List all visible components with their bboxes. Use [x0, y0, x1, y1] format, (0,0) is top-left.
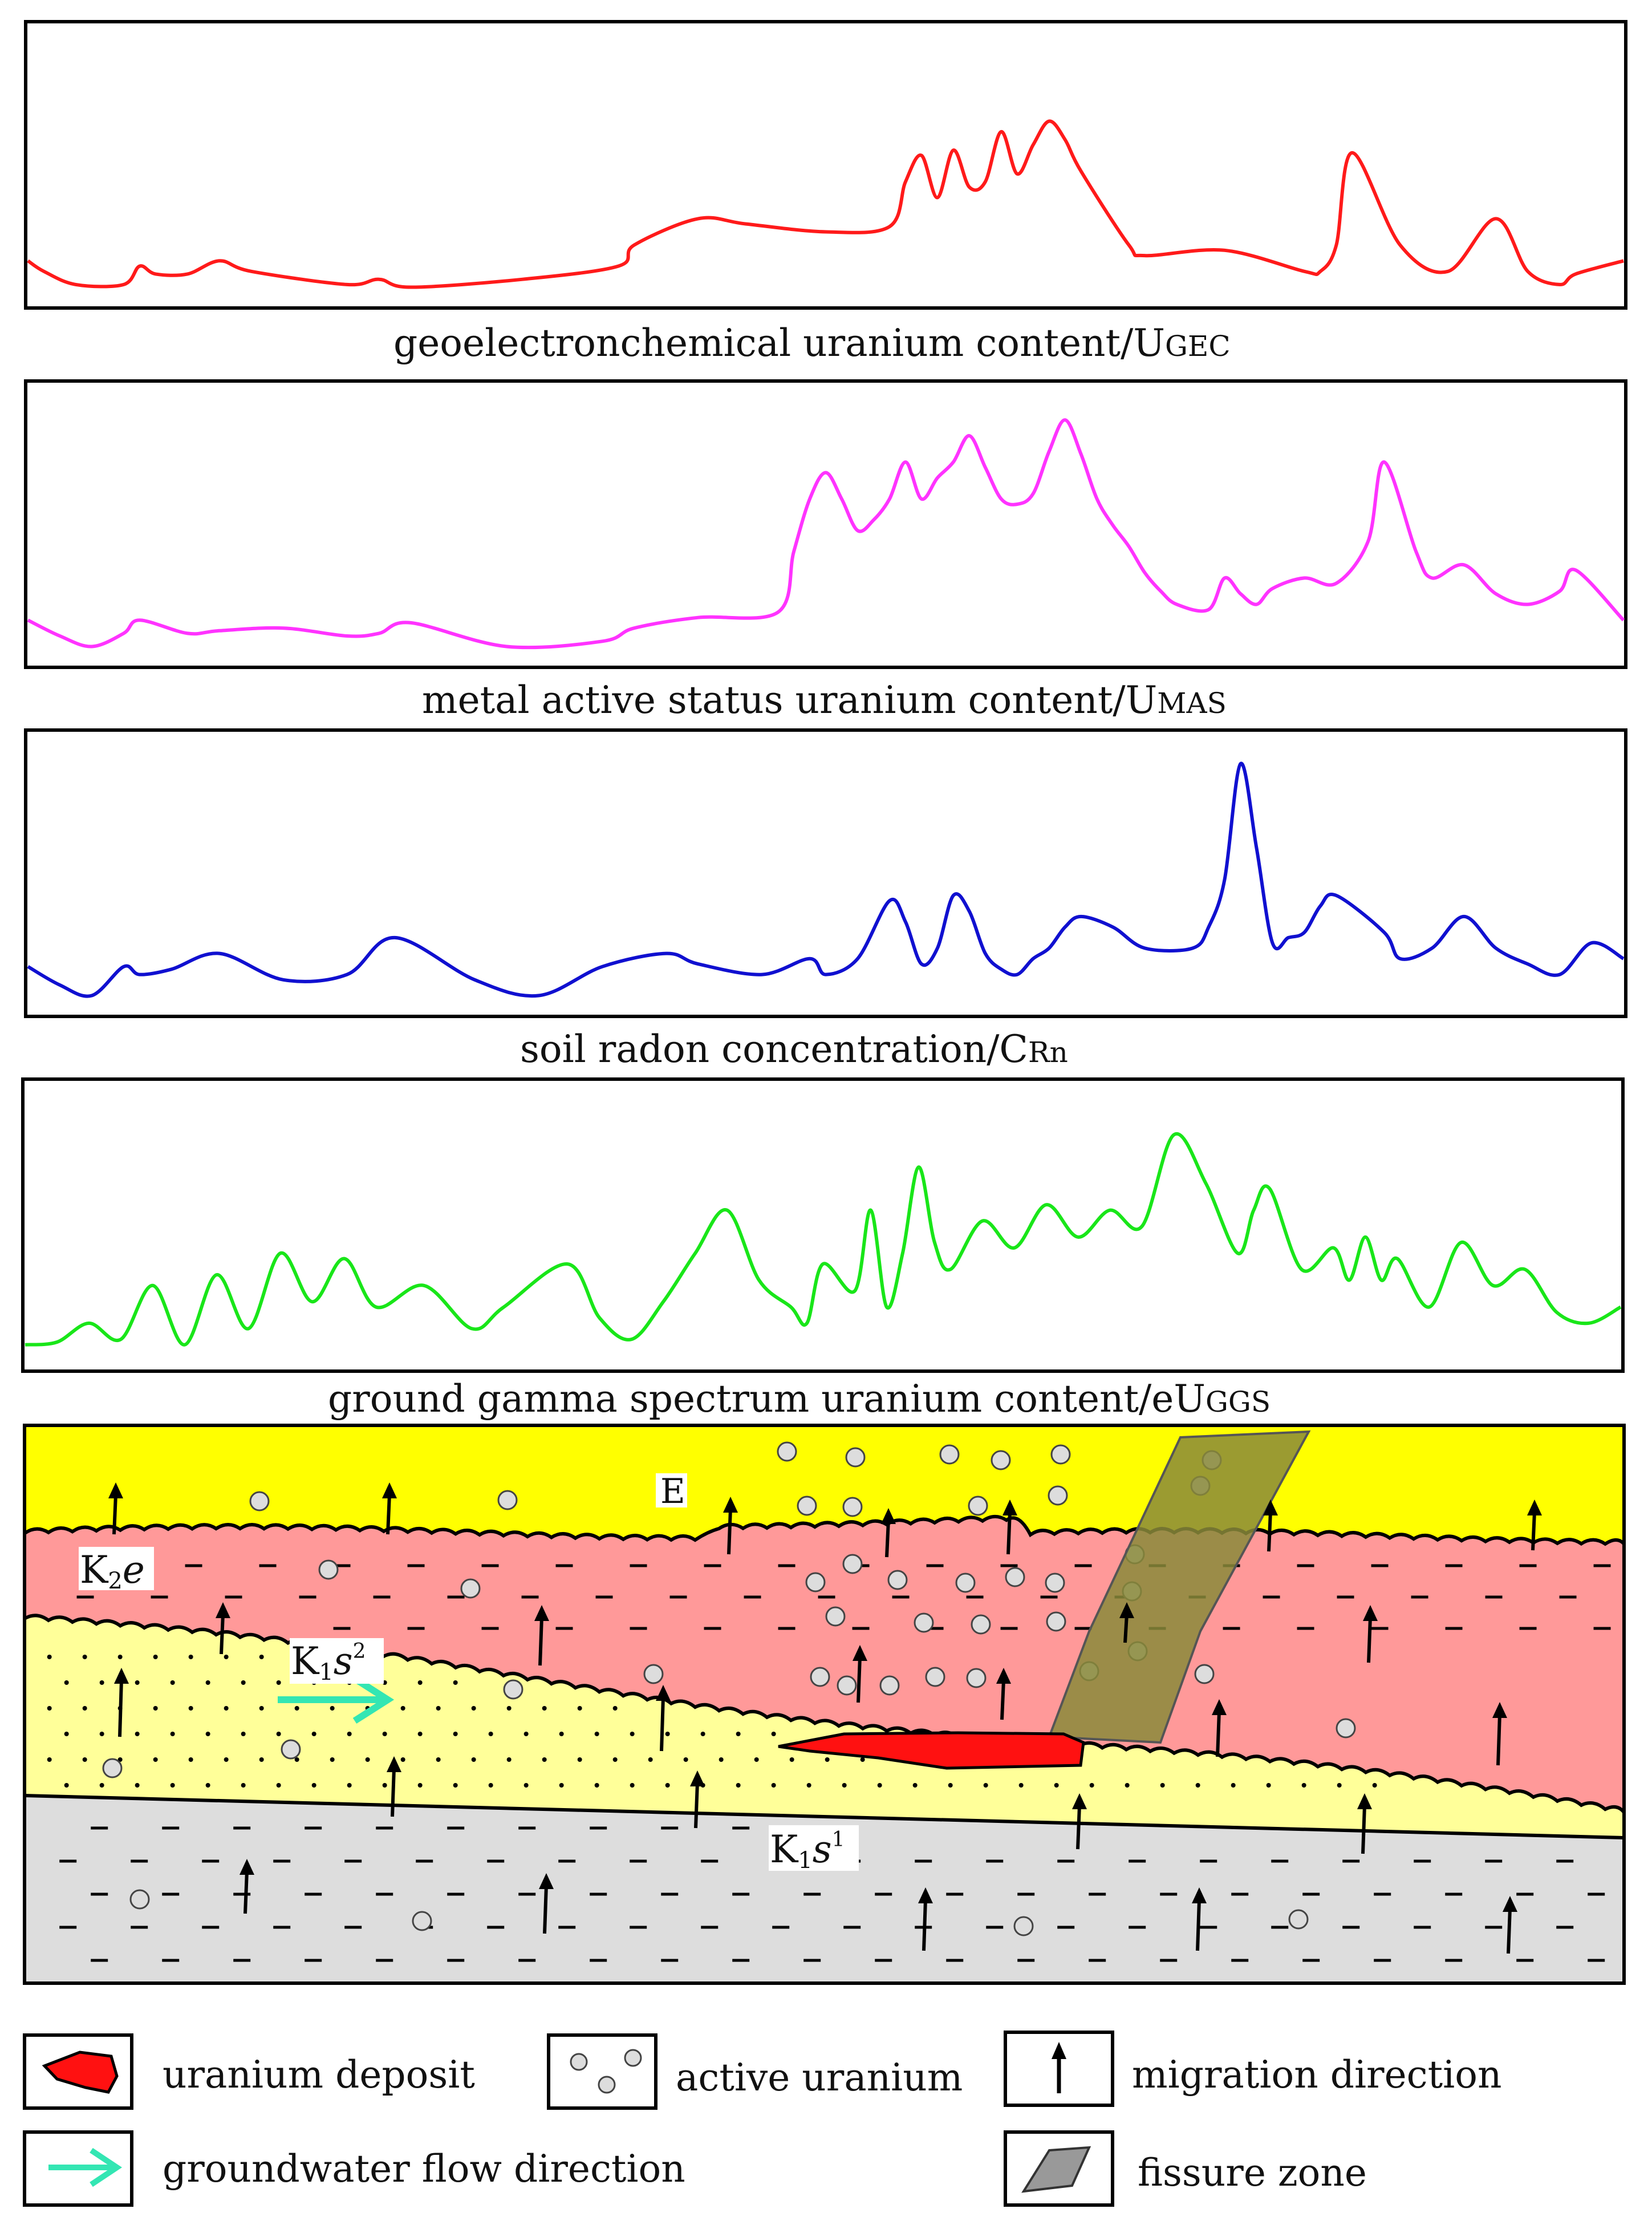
label-K1s2: K1s2: [290, 1638, 384, 1685]
label-K1s1: K1s1: [769, 1825, 859, 1874]
fissure-zone: [1048, 1430, 1311, 1744]
boundary-K1s2-K1s1: [25, 1794, 1624, 1839]
legend: uranium deposit active uranium migration…: [23, 2031, 1502, 2207]
legend-active-uranium: active uranium: [547, 2033, 963, 2110]
svg-text:migration direction: migration direction: [1132, 2053, 1502, 2097]
svg-text:groundwater flow direction: groundwater flow direction: [163, 2147, 685, 2191]
svg-text:K1s2: K1s2: [291, 1639, 366, 1685]
panel-rn-frame: [24, 728, 1627, 1018]
groundwater-arrow: [278, 1675, 395, 1724]
panel-gec: [24, 20, 1627, 310]
legend-migration-direction: migration direction: [1004, 2031, 1502, 2107]
svg-text:active uranium: active uranium: [676, 2056, 963, 2100]
svg-text:K2e: K2e: [80, 1548, 145, 1594]
caption-mas: metal active status uranium content/UMAS: [422, 678, 1227, 722]
panel-mas: [24, 379, 1627, 669]
label-K2e: K2e: [79, 1547, 154, 1594]
active-uranium-circles: [102, 1441, 1356, 1936]
label-E: E: [656, 1472, 687, 1511]
caption-gec: geoelectronchemical uranium content/UGEC: [393, 321, 1231, 365]
svg-text:E: E: [660, 1472, 685, 1511]
dash-pattern: [59, 1564, 1611, 1962]
caption-ggs: ground gamma spectrum uranium content/eU…: [328, 1377, 1271, 1421]
layer-K1s1: [25, 1796, 1624, 1983]
boundary-E-K2e: [25, 1514, 1624, 1546]
svg-text:fissure zone: fissure zone: [1138, 2151, 1367, 2195]
svg-text:K1s1: K1s1: [770, 1827, 845, 1874]
svg-text:uranium deposit: uranium deposit: [163, 2053, 475, 2097]
panel-gec-frame: [24, 20, 1627, 310]
panel-rn: [24, 728, 1627, 1018]
legend-groundwater-flow: groundwater flow direction: [23, 2130, 685, 2207]
series-line-gec: [27, 119, 1624, 289]
plot-gec: [27, 119, 1624, 289]
cross-section: E K2e K1s2 K1s1: [25, 1425, 1624, 1983]
plot-ggs: [25, 1132, 1622, 1347]
panel-ggs: [21, 1077, 1625, 1373]
panel-mas-frame: [24, 379, 1627, 669]
panel-ggs-frame: [21, 1077, 1625, 1373]
series-line-ggs: [25, 1132, 1622, 1347]
legend-fissure-zone: fissure zone: [1004, 2130, 1367, 2207]
uranium-deposit-swatch: [42, 2050, 119, 2094]
legend-uranium-deposit: uranium deposit: [23, 2033, 475, 2110]
series-line-rn: [27, 761, 1625, 998]
fissure-zone-swatch: [1021, 2146, 1091, 2193]
series-line-mas: [27, 418, 1625, 650]
uranium-deposit: [778, 1731, 1085, 1770]
plot-mas: [27, 418, 1625, 650]
active-uranium-swatch: [570, 2053, 588, 2071]
cross-section-frame: [23, 1424, 1626, 1985]
caption-rn: soil radon concentration/CRn: [520, 1027, 1068, 1071]
plot-rn: [27, 761, 1625, 998]
migration-arrows: [108, 1482, 1542, 1954]
